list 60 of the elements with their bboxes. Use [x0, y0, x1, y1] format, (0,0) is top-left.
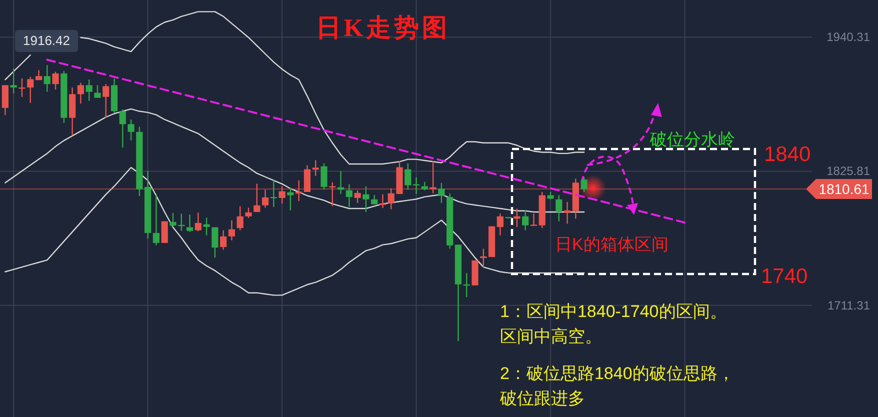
- candlestick: [354, 190, 361, 204]
- candlestick: [522, 210, 529, 231]
- y-tick-label: 1825.81: [826, 164, 870, 178]
- candlestick: [245, 207, 252, 219]
- candlestick: [296, 180, 302, 202]
- candlestick: [430, 160, 436, 194]
- candlestick: [220, 230, 227, 250]
- candlestick: [530, 213, 538, 227]
- candlestick: [203, 217, 210, 236]
- candlestick: [10, 68, 17, 94]
- candlestick: [438, 182, 445, 204]
- candlestick: [320, 162, 328, 190]
- ref-line-label: 1810.61: [818, 181, 870, 198]
- candlestick: [371, 194, 378, 205]
- candlestick: [102, 84, 110, 118]
- candlestick: [362, 186, 370, 213]
- candlestick: [2, 84, 8, 116]
- candlestick: [228, 220, 236, 241]
- candlestick: [194, 212, 202, 232]
- candlestick: [152, 194, 160, 246]
- candlestick: [329, 182, 336, 207]
- text: 日K走势图: [316, 14, 450, 42]
- candlestick: [254, 183, 260, 213]
- annotation: 2：破位思路1840的破位思路，破位跟进多: [500, 363, 736, 410]
- candlestick: [304, 164, 311, 193]
- candlestick: [186, 214, 194, 233]
- candlestick: [161, 220, 168, 244]
- candlestick: [44, 64, 50, 92]
- candlestick: [556, 194, 562, 222]
- line-series: [4, 108, 585, 213]
- candlestick: [77, 82, 84, 104]
- candlestick: [404, 162, 412, 190]
- candlestick: [379, 194, 386, 209]
- annotation: 日K的箱体区间: [555, 234, 668, 256]
- candlestick: [52, 71, 59, 90]
- annotation: 破位分水岭: [650, 129, 735, 151]
- candlestick: [128, 118, 134, 141]
- candlestick: [514, 208, 520, 228]
- y-tick-label: 1940.31: [826, 30, 870, 44]
- candlestick: [480, 248, 487, 268]
- annotation: 1840: [764, 142, 811, 168]
- candlestick: [278, 186, 286, 204]
- candlestick: [94, 84, 101, 98]
- candlestick: [287, 187, 294, 211]
- candlestick: [212, 226, 218, 258]
- candlestick: [86, 78, 92, 102]
- candlestick: [346, 184, 352, 208]
- candlestick: [564, 201, 571, 224]
- y-tick-label: 1711.31: [828, 298, 870, 312]
- annotation: 1916.42: [15, 30, 78, 52]
- annotation: 1：区间中1840-1740的区间。区间中高空。: [500, 301, 728, 348]
- candlestick: [496, 213, 504, 236]
- candlestick: [580, 176, 588, 193]
- candlestick: [119, 108, 126, 148]
- candlestick: [262, 189, 269, 208]
- candlestick: [69, 86, 76, 136]
- annotation: 1740: [761, 264, 808, 290]
- candlestick: [312, 160, 319, 177]
- candlestick: [236, 206, 244, 231]
- candlestick: [27, 76, 34, 104]
